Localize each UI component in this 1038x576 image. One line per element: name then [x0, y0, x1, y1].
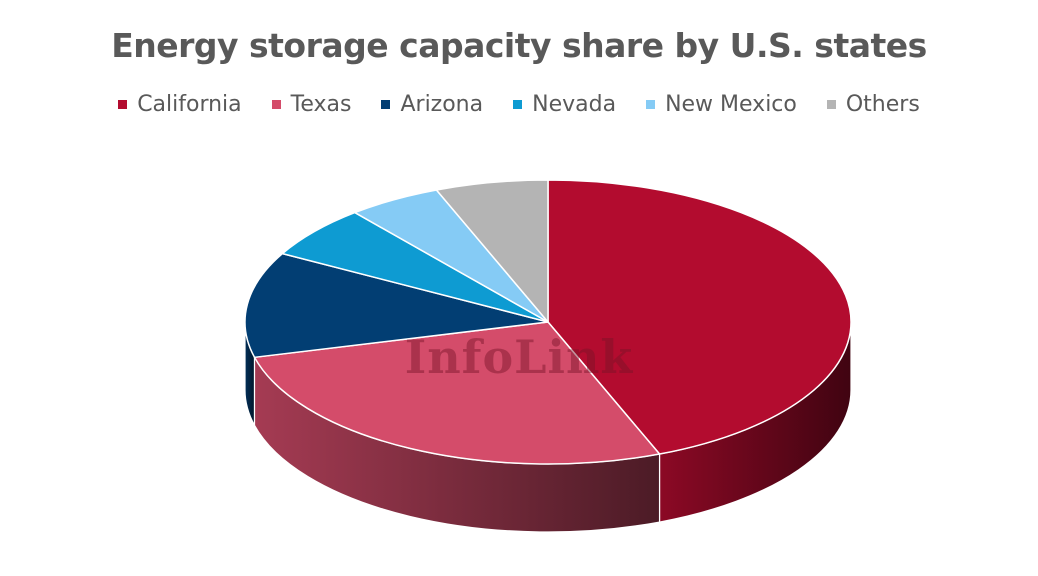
legend-item-arizona: Arizona — [381, 92, 483, 117]
legend-item-texas: Texas — [271, 92, 352, 117]
legend-label-arizona: Arizona — [400, 92, 484, 117]
legend-swatch-new-mexico — [646, 100, 656, 109]
legend-swatch-california — [118, 100, 128, 109]
legend-label-new-mexico: New Mexico — [665, 92, 797, 117]
chart-title: Energy storage capacity share by U.S. st… — [111, 26, 927, 65]
legend-item-california: California — [118, 92, 242, 117]
pie-slice-texas — [253, 321, 661, 465]
legend-label-california: California — [137, 92, 242, 117]
pie-slice-arizona — [244, 252, 549, 359]
legend-label-nevada: Nevada — [532, 92, 617, 117]
legend-swatch-arizona — [381, 100, 391, 109]
pie-slice-others — [435, 179, 549, 323]
legend-item-nevada: Nevada — [513, 92, 616, 117]
legend-item-others: Others — [826, 92, 920, 117]
legend: California Texas Arizona Nevada New Mexi… — [0, 92, 1038, 117]
legend-swatch-texas — [271, 100, 281, 109]
legend-item-new-mexico: New Mexico — [646, 92, 797, 117]
legend-label-others: Others — [845, 92, 920, 117]
legend-swatch-others — [826, 100, 836, 109]
legend-swatch-nevada — [513, 100, 523, 109]
legend-label-texas: Texas — [290, 92, 352, 117]
pie-slice-california — [547, 179, 852, 455]
